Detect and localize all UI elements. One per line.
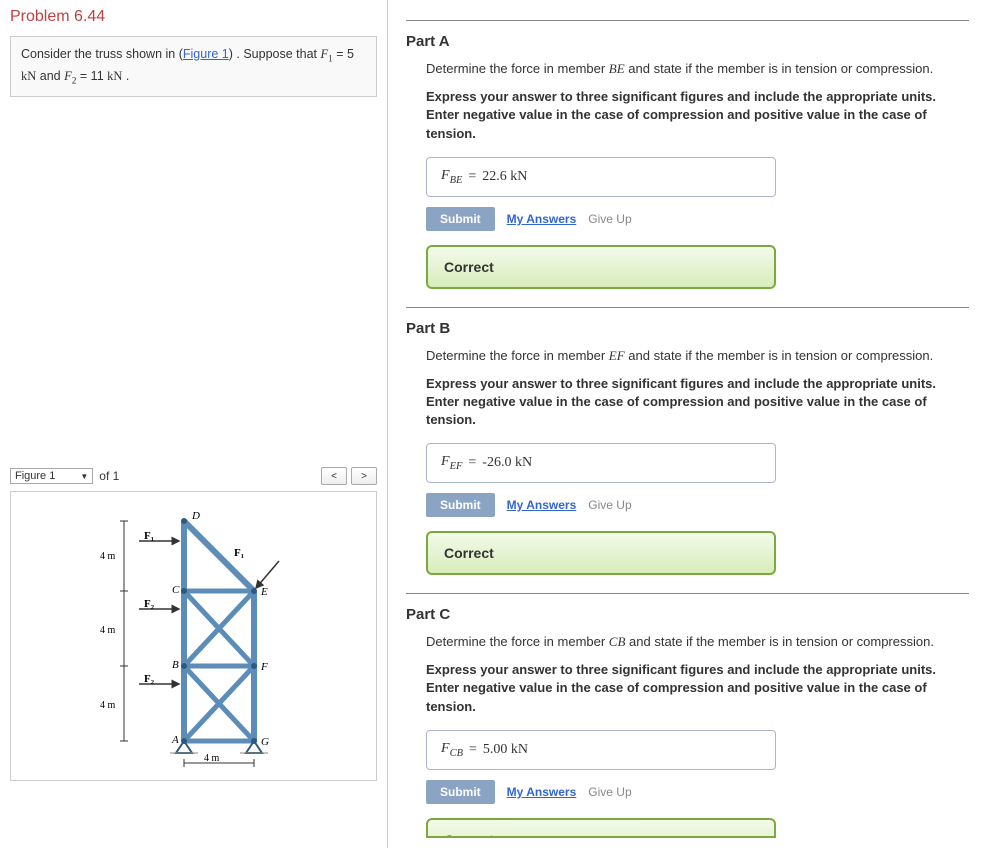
figure-prev-button[interactable]: < — [321, 467, 347, 485]
desc-text: Consider the truss shown in ( — [21, 47, 183, 61]
problem-description: Consider the truss shown in (Figure 1) .… — [10, 36, 377, 97]
svg-text:F₂: F₂ — [144, 598, 155, 610]
f1-unit: kN — [21, 69, 36, 83]
part-c-prompt: Determine the force in member CB and sta… — [426, 633, 969, 651]
svg-text:A: A — [171, 734, 179, 746]
svg-text:F₁: F₁ — [234, 547, 244, 559]
part-c-submit-button[interactable]: Submit — [426, 780, 495, 804]
part-a-instruction: Express your answer to three significant… — [426, 88, 969, 143]
period: . — [122, 69, 129, 83]
part-a-value: 22.6 kN — [482, 169, 527, 185]
part-a-give-up[interactable]: Give Up — [588, 212, 631, 226]
svg-text:G: G — [261, 736, 269, 748]
figure-selector[interactable]: Figure 1 — [10, 468, 93, 484]
svg-text:4 m: 4 m — [204, 753, 220, 764]
part-b-instruction: Express your answer to three significant… — [426, 375, 969, 430]
part-a-submit-button[interactable]: Submit — [426, 207, 495, 231]
figure-of-label: of 1 — [99, 469, 119, 483]
svg-text:4 m: 4 m — [100, 700, 116, 711]
f1-var: F — [320, 47, 328, 61]
part-b-my-answers-link[interactable]: My Answers — [507, 498, 577, 512]
svg-text:F₂: F₂ — [144, 673, 155, 685]
svg-text:4 m: 4 m — [100, 625, 116, 636]
part-c-value: 5.00 kN — [483, 742, 528, 758]
svg-text:C: C — [172, 584, 180, 596]
part-b-give-up[interactable]: Give Up — [588, 498, 631, 512]
part-c-my-answers-link[interactable]: My Answers — [507, 785, 577, 799]
part-a-my-answers-link[interactable]: My Answers — [507, 212, 577, 226]
part-a-title: Part A — [406, 33, 969, 50]
svg-text:F₁: F₁ — [144, 530, 154, 542]
part-a-feedback: Correct — [426, 245, 776, 289]
part-a-answer-box: FBE = 22.6 kN — [426, 157, 776, 197]
figure-selector-label: Figure 1 — [15, 470, 55, 482]
part-c-answer-box: FCB = 5.00 kN — [426, 730, 776, 770]
part-b-prompt: Determine the force in member EF and sta… — [426, 347, 969, 365]
desc-mid: ) . Suppose that — [229, 47, 321, 61]
f1-eq: = 5 — [333, 47, 354, 61]
f2-var: F — [64, 69, 72, 83]
svg-text:E: E — [260, 586, 268, 598]
svg-text:4 m: 4 m — [100, 551, 116, 562]
part-c-give-up[interactable]: Give Up — [588, 785, 631, 799]
svg-text:B: B — [172, 659, 179, 671]
part-b-answer-box: FEF = -26.0 kN — [426, 443, 776, 483]
part-c-feedback: Correct — [426, 818, 776, 838]
part-b-feedback: Correct — [426, 531, 776, 575]
problem-title: Problem 6.44 — [10, 8, 377, 26]
part-c-instruction: Express your answer to three significant… — [426, 661, 969, 716]
svg-text:F: F — [260, 661, 268, 673]
f2-eq: = 11 — [76, 69, 107, 83]
part-b-value: -26.0 kN — [482, 455, 532, 471]
f2-unit: kN — [107, 69, 122, 83]
figure-image: D C B A E F G F₁ F₂ F₂ F₁ 4 m 4 m 4 m 4 … — [10, 491, 377, 781]
part-b-submit-button[interactable]: Submit — [426, 493, 495, 517]
svg-text:D: D — [191, 510, 200, 522]
part-c-title: Part C — [406, 606, 969, 623]
figure-link[interactable]: Figure 1 — [183, 47, 229, 61]
figure-next-button[interactable]: > — [351, 467, 377, 485]
part-b-title: Part B — [406, 320, 969, 337]
and-text: and — [36, 69, 64, 83]
part-a-prompt: Determine the force in member BE and sta… — [426, 60, 969, 78]
